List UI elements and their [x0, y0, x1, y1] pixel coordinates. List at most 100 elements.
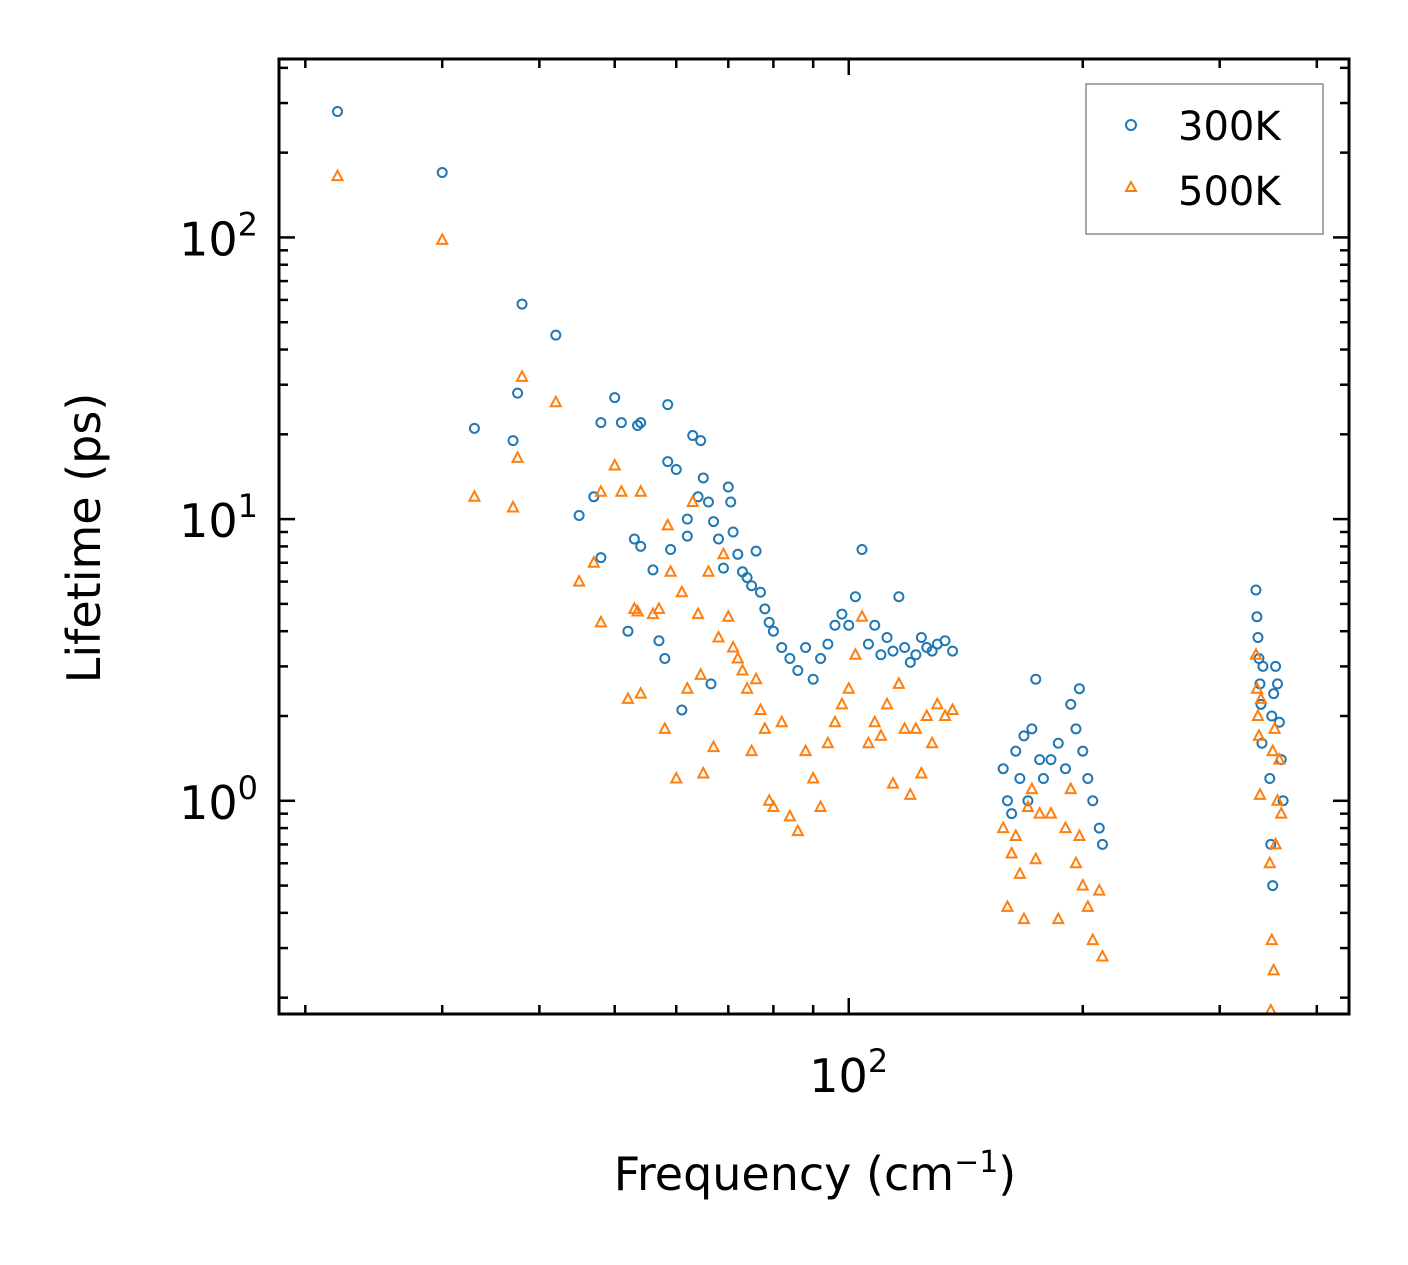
point-300k-104 [1256, 737, 1268, 749]
point-500k-100 [1265, 932, 1279, 946]
point-500k-65 [909, 721, 923, 734]
point-300k-80 [1014, 772, 1026, 784]
point-300k-16 [635, 540, 647, 552]
point-300k-27 [681, 530, 693, 542]
point-300k-67 [899, 642, 911, 654]
point-300k-87 [1045, 754, 1057, 766]
point-500k-33 [716, 546, 731, 560]
point-500k-13 [621, 691, 635, 704]
point-300k-4 [468, 422, 480, 434]
point-500k-73 [1000, 899, 1015, 912]
point-500k-51 [821, 735, 835, 749]
point-300k-106 [1264, 772, 1276, 784]
point-300k-49 [776, 642, 788, 654]
point-500k-2 [467, 489, 482, 502]
point-500k-98 [1254, 691, 1268, 704]
point-300k-13 [622, 625, 634, 637]
point-500k-56 [855, 609, 869, 622]
point-300k-98 [1250, 584, 1262, 596]
data-points-layer [330, 105, 1289, 1016]
point-500k-44 [766, 799, 781, 813]
point-300k-36 [717, 562, 729, 574]
point-500k-92 [1095, 948, 1110, 962]
point-500k-79 [1025, 781, 1039, 795]
point-300k-7 [573, 509, 585, 521]
point-300k-6 [512, 387, 524, 399]
point-300k-65 [887, 645, 899, 657]
point-500k-38 [740, 681, 754, 694]
point-500k-54 [842, 681, 856, 694]
point-500k-8 [587, 555, 601, 568]
point-500k-78 [1021, 799, 1035, 813]
point-300k-3 [550, 329, 562, 341]
point-500k-74 [1004, 845, 1019, 859]
point-500k-75 [1009, 828, 1023, 841]
point-300k-95 [1087, 795, 1099, 807]
point-300k-66 [893, 591, 905, 603]
legend: 300K 500K [1085, 83, 1324, 235]
point-500k-58 [868, 714, 882, 728]
point-500k-97 [1253, 787, 1267, 800]
point-500k-36 [731, 650, 745, 664]
point-300k-42 [741, 572, 753, 584]
point-300k-69 [910, 649, 922, 661]
legend-box [1085, 83, 1324, 235]
point-300k-74 [939, 635, 951, 647]
point-500k-88 [1076, 877, 1090, 891]
point-300k-83 [1026, 723, 1038, 735]
point-500k-43 [762, 793, 776, 806]
point-300k-15 [632, 419, 644, 431]
point-500k-84 [1058, 820, 1073, 834]
point-300k-105 [1257, 660, 1269, 672]
point-300k-9 [595, 552, 607, 564]
x-axis-label: Frequency (cm−1) [614, 1145, 1017, 1201]
point-500k-50 [813, 799, 828, 813]
point-300k-76 [997, 763, 1009, 775]
point-500k-69 [930, 696, 944, 710]
point-500k-6 [549, 394, 563, 408]
point-500k-105 [1274, 806, 1288, 819]
point-500k-52 [828, 714, 842, 728]
point-300k-79 [1010, 745, 1022, 757]
point-500k-55 [848, 647, 863, 660]
point-500k-99 [1263, 855, 1277, 869]
point-300k-34 [708, 516, 720, 528]
point-300k-58 [843, 619, 855, 631]
point-300k-18 [647, 564, 659, 576]
point-300k-45 [754, 586, 766, 598]
point-300k-86 [1037, 772, 1049, 784]
point-300k-53 [807, 673, 819, 685]
point-500k-87 [1072, 828, 1087, 841]
point-300k-1 [436, 167, 448, 179]
point-300k-100 [1252, 631, 1264, 643]
point-500k-96 [1252, 728, 1266, 741]
point-500k-66 [914, 765, 929, 779]
point-500k-19 [652, 601, 666, 614]
point-500k-60 [880, 696, 894, 710]
point-300k-43 [746, 580, 758, 592]
axis-ticks-layer: 102 100 101 102 [179, 59, 1349, 1103]
point-500k-68 [925, 735, 939, 749]
y-tick-label-1: 101 [179, 487, 258, 548]
point-500k-53 [835, 696, 849, 710]
point-500k-30 [701, 564, 716, 577]
point-300k-81 [1018, 730, 1030, 742]
point-500k-67 [920, 708, 934, 721]
x-tick-label-0: 102 [809, 1042, 888, 1103]
point-500k-32 [711, 629, 726, 643]
point-500k-4 [510, 450, 525, 463]
point-300k-24 [670, 464, 682, 476]
point-500k-0 [330, 168, 345, 182]
point-300k-21 [662, 399, 674, 411]
point-500k-49 [806, 770, 820, 784]
point-500k-42 [758, 721, 772, 734]
point-500k-101 [1267, 962, 1281, 976]
point-300k-38 [725, 496, 737, 508]
point-500k-93 [1249, 647, 1263, 660]
point-300k-23 [665, 544, 677, 556]
point-300k-44 [750, 545, 762, 557]
point-500k-71 [945, 702, 960, 716]
point-500k-81 [1032, 806, 1047, 819]
point-500k-90 [1086, 932, 1100, 946]
